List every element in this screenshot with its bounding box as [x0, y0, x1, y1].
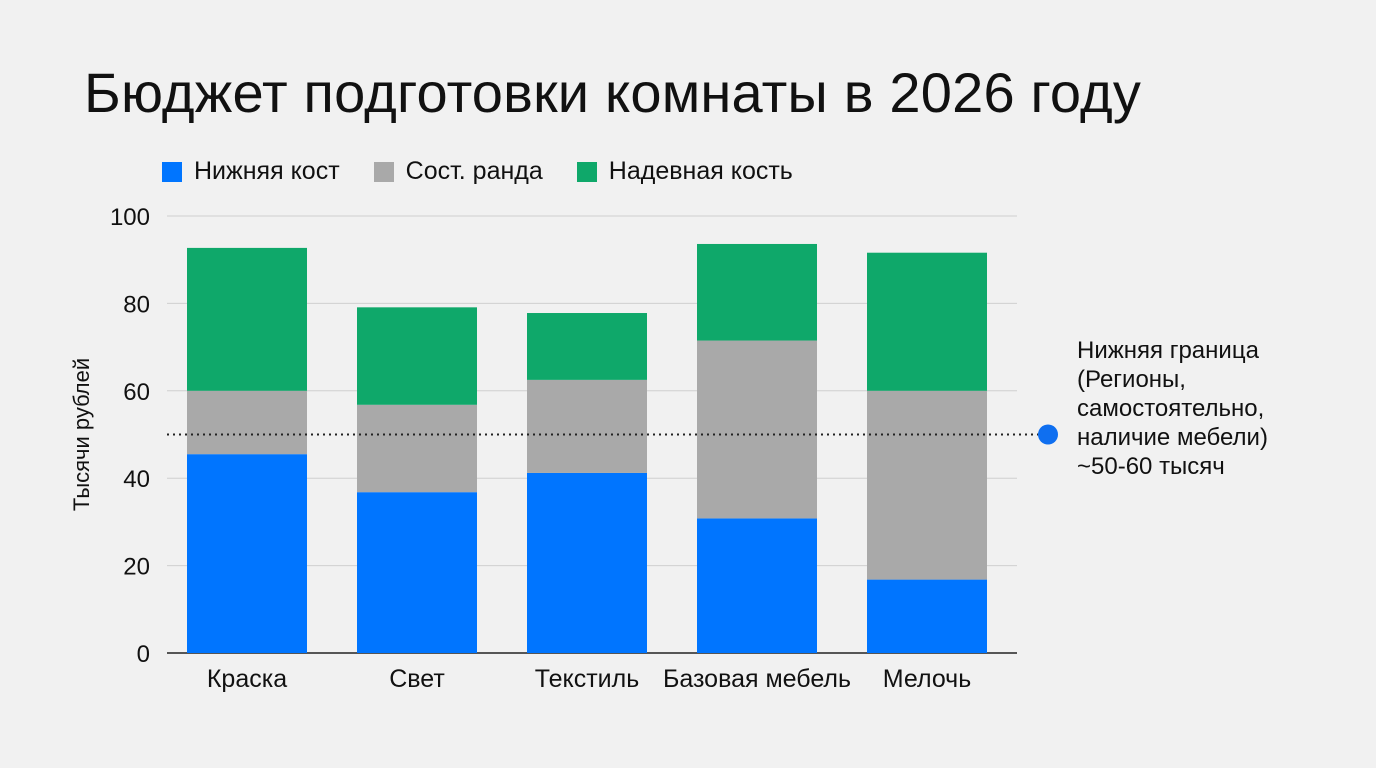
- legend-label-middle: Сост. ранда: [405, 157, 543, 185]
- bar-segment-lower: [697, 518, 817, 653]
- chart-title: Бюджет подготовки комнаты в 2026 году: [84, 61, 1142, 124]
- bar-segment-upper: [187, 247, 307, 391]
- bar-segment-middle: [697, 340, 817, 519]
- bar-segment-middle: [357, 404, 477, 493]
- legend-label-upper: Надевная кость: [608, 157, 793, 185]
- bar-segment-lower: [187, 454, 307, 653]
- x-tick-label: Базовая мебель: [663, 665, 851, 693]
- bar-segment-middle: [187, 390, 307, 455]
- y-axis-label: Тысячи рублей: [69, 358, 94, 511]
- y-tick-label: 100: [110, 204, 150, 231]
- x-tick-label: Краска: [207, 665, 287, 693]
- bar-segment-middle: [867, 390, 987, 580]
- bar-segment-upper: [527, 313, 647, 380]
- bar-segment-middle: [527, 379, 647, 473]
- reference-marker: [1038, 424, 1058, 445]
- bar-segment-upper: [357, 307, 477, 405]
- x-tick-label: Свет: [389, 665, 445, 693]
- bar-segment-lower: [357, 492, 477, 653]
- bar-segment-lower: [867, 579, 987, 653]
- bar-segment-lower: [527, 472, 647, 653]
- x-tick-label: Текстиль: [535, 665, 640, 693]
- legend-item-middle: Сост. ранда: [373, 157, 543, 186]
- y-tick-label: 80: [123, 291, 150, 318]
- legend: Нижняя кост Сост. ранда Надевная кость: [162, 157, 793, 186]
- y-tick-label: 40: [123, 466, 150, 493]
- y-tick-label: 0: [137, 641, 150, 668]
- reference-line-annotation: Нижняя граница (Регионы, самостоятельно,…: [1077, 337, 1268, 480]
- legend-swatch-middle: [373, 161, 394, 182]
- x-tick-label: Мелочь: [883, 665, 971, 693]
- y-tick-label: 20: [123, 554, 150, 581]
- bar-segment-upper: [697, 243, 817, 341]
- legend-swatch-upper: [576, 161, 597, 182]
- legend-item-upper: Надевная кость: [576, 157, 793, 186]
- y-tick-label: 60: [123, 379, 150, 406]
- legend-label-lower-cost: Нижняя кост: [194, 157, 340, 185]
- legend-item-lower-cost: Нижняя кост: [162, 157, 340, 186]
- legend-swatch-lower-cost: [162, 161, 182, 182]
- bar-segment-upper: [867, 252, 987, 391]
